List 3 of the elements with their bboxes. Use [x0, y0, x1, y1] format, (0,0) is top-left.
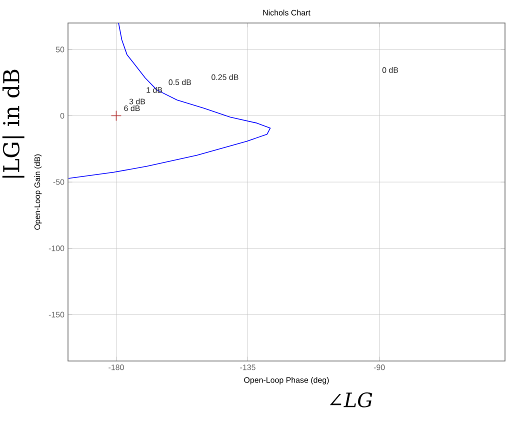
line-series — [68, 22, 271, 179]
text: |LG| in dB — [2, 70, 24, 178]
text: ∠LG — [330, 392, 372, 408]
